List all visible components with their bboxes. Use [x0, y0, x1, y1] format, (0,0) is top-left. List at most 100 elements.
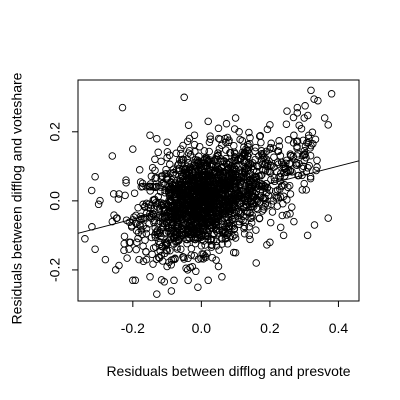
- data-point: [224, 160, 233, 169]
- data-point: [257, 150, 266, 158]
- data-point: [262, 159, 270, 167]
- data-point: [277, 158, 286, 167]
- data-point: [284, 136, 293, 144]
- data-point: [146, 273, 154, 281]
- points-layer: [81, 86, 336, 298]
- data-point: [176, 177, 185, 185]
- data-point: [223, 201, 231, 210]
- data-point: [252, 259, 260, 267]
- data-point: [204, 117, 212, 126]
- x-tick-label: -0.2: [121, 320, 145, 336]
- data-point: [286, 210, 294, 218]
- data-point: [293, 142, 301, 151]
- data-point: [201, 162, 210, 171]
- data-point: [240, 191, 248, 199]
- data-point: [305, 161, 313, 170]
- data-point: [306, 144, 314, 152]
- data-point: [214, 134, 223, 143]
- data-point: [249, 166, 258, 174]
- data-point: [157, 157, 165, 166]
- data-point: [174, 166, 183, 174]
- data-point: [303, 139, 311, 147]
- data-point: [111, 266, 120, 274]
- data-point: [286, 167, 295, 175]
- data-point: [189, 209, 198, 217]
- data-point: [327, 90, 336, 98]
- data-point: [240, 229, 249, 238]
- data-point: [230, 148, 239, 157]
- data-point: [165, 258, 173, 266]
- data-point: [190, 140, 199, 149]
- data-point: [165, 223, 173, 232]
- data-point: [220, 156, 228, 165]
- data-point: [241, 151, 249, 160]
- data-point: [301, 142, 310, 151]
- data-point: [320, 114, 329, 122]
- data-point: [142, 182, 150, 191]
- data-point: [257, 138, 265, 147]
- data-point: [251, 143, 260, 152]
- data-point: [188, 222, 196, 231]
- data-point: [212, 218, 221, 227]
- data-point: [270, 163, 278, 171]
- data-point: [288, 203, 296, 211]
- data-point: [201, 232, 209, 240]
- data-point: [163, 148, 172, 156]
- data-point: [96, 196, 104, 205]
- data-point: [121, 191, 129, 200]
- y-axis: -0.2 0.0 0.2: [47, 122, 78, 282]
- data-point: [310, 95, 318, 103]
- data-point: [324, 121, 332, 129]
- data-point: [266, 218, 275, 227]
- data-point: [308, 128, 317, 137]
- data-point: [276, 223, 285, 232]
- data-point: [214, 229, 222, 237]
- data-point: [183, 155, 192, 163]
- data-point: [208, 175, 216, 183]
- data-point: [300, 151, 308, 159]
- y-tick-label: 0.2: [47, 122, 63, 142]
- x-tick-label: 0.4: [329, 320, 349, 336]
- data-point: [122, 178, 130, 187]
- data-point: [145, 212, 154, 221]
- data-point: [268, 208, 277, 216]
- data-point: [160, 278, 169, 286]
- data-point: [261, 199, 270, 208]
- data-point: [241, 196, 250, 204]
- x-axis-label: Residuals between difflog and presvote: [106, 363, 350, 379]
- data-point: [263, 241, 271, 249]
- data-point: [161, 249, 169, 258]
- data-point: [236, 135, 244, 144]
- data-point: [183, 239, 191, 248]
- data-point: [230, 224, 239, 233]
- data-point: [170, 276, 178, 285]
- data-point: [202, 206, 210, 214]
- data-point: [194, 162, 202, 171]
- data-point: [195, 142, 204, 151]
- data-point: [129, 145, 137, 153]
- data-point: [324, 214, 332, 222]
- data-point: [266, 121, 274, 129]
- data-point: [270, 173, 279, 182]
- data-point: [243, 208, 252, 216]
- data-point: [146, 131, 154, 139]
- data-point: [151, 199, 160, 207]
- data-point: [182, 192, 191, 200]
- data-point: [193, 228, 202, 236]
- data-point: [283, 107, 291, 115]
- data-point: [171, 254, 179, 263]
- data-point: [266, 143, 275, 152]
- data-point: [248, 192, 256, 201]
- data-point: [201, 154, 209, 162]
- data-point: [179, 225, 187, 233]
- data-point: [153, 226, 162, 235]
- data-point: [230, 152, 239, 161]
- data-point: [169, 168, 178, 177]
- data-point: [218, 227, 227, 236]
- data-point: [163, 153, 171, 162]
- data-point: [212, 221, 221, 230]
- data-point: [118, 103, 127, 112]
- y-tick-label: -0.2: [47, 258, 63, 282]
- data-point: [108, 152, 117, 160]
- data-point: [153, 230, 162, 238]
